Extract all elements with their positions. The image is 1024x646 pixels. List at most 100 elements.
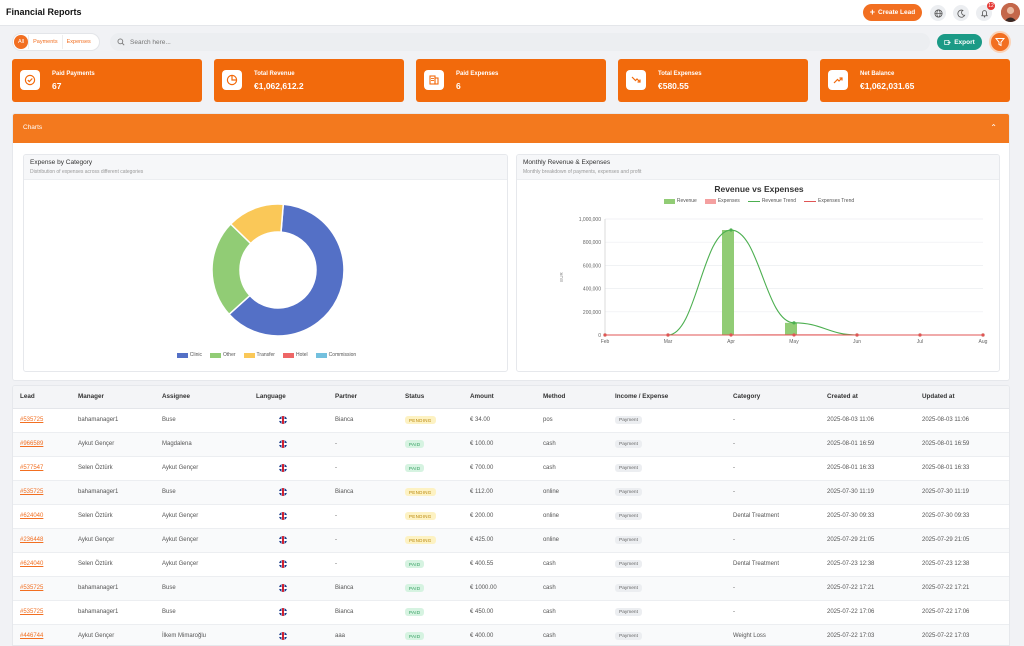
method-cell: pos — [536, 408, 608, 433]
y-tick-label: 0 — [598, 333, 601, 339]
created-at-cell: 2025-07-22 17:21 — [820, 576, 915, 601]
line-point-revenue-trend-may[interactable] — [792, 321, 796, 325]
lead-link[interactable]: #535725 — [20, 585, 44, 591]
lead-link[interactable]: #446744 — [20, 633, 44, 639]
column-header[interactable]: Method — [536, 386, 608, 409]
line-point-expenses-trend-apr[interactable] — [729, 333, 733, 337]
notification-count-badge: 12 — [987, 2, 995, 10]
lead-link[interactable]: #577547 — [20, 465, 44, 471]
category-cell: Weight Loss — [726, 624, 820, 645]
y-tick-label: 1,000,000 — [579, 217, 601, 223]
column-header[interactable]: Created at — [820, 386, 915, 409]
bar-revenue-apr[interactable] — [722, 230, 734, 335]
tab-expenses[interactable]: Expenses — [66, 39, 91, 45]
search-input[interactable] — [130, 38, 830, 46]
line-point-expenses-trend-may[interactable] — [792, 333, 796, 337]
lead-link[interactable]: #535725 — [20, 609, 44, 615]
income-expense-chip: Payment — [615, 440, 642, 448]
lead-link[interactable]: #966589 — [20, 441, 44, 447]
manager-cell: Aykut Gençer — [71, 528, 155, 553]
table-row[interactable]: #535725 bahamanager1 Buse Bianca PAID € 1000.… — [13, 576, 1009, 601]
line-point-revenue-trend-apr[interactable] — [729, 228, 733, 232]
legend-item-other[interactable]: Other — [210, 352, 236, 358]
tab-payments[interactable]: Payments — [28, 35, 63, 49]
export-button[interactable]: Export — [937, 34, 982, 50]
lead-link[interactable]: #624040 — [20, 513, 44, 519]
income-expense-chip: Payment — [615, 488, 642, 496]
legend-item-hotel[interactable]: Hotel — [282, 352, 308, 358]
legend-label: Clinic — [189, 352, 203, 358]
chevron-up-icon[interactable]: ⌃ — [990, 123, 997, 132]
amount-cell: € 700.00 — [463, 456, 536, 481]
column-header[interactable]: Status — [398, 386, 463, 409]
line-point-expenses-trend-feb[interactable] — [603, 333, 607, 337]
card-total-revenue: Total Revenue €1,062,612.2 — [214, 59, 404, 102]
legend-item-revenue-trend[interactable]: Revenue Trend — [747, 198, 796, 204]
column-header[interactable]: Amount — [463, 386, 536, 409]
legend-item-expenses-trend[interactable]: Expenses Trend — [804, 198, 854, 204]
table-row[interactable]: #624040 Selen Öztürk Aykut Gençer - PENDING €… — [13, 504, 1009, 529]
legend-item-transfer[interactable]: Transfer — [243, 352, 275, 358]
method-cell: cash — [536, 552, 608, 577]
table-row[interactable]: #624040 Selen Öztürk Aykut Gençer - PAID € 40… — [13, 552, 1009, 577]
charts-panel-header[interactable]: Charts ⌃ — [13, 114, 1009, 143]
table-row[interactable]: #446744 Aykut Gençer İlkem Mimaroğlu aaa PAI… — [13, 624, 1009, 645]
donut-slice-clinic[interactable] — [228, 203, 345, 337]
column-header[interactable]: Updated at — [915, 386, 1009, 409]
column-header[interactable]: Manager — [71, 386, 155, 409]
card-label: Paid Expenses — [456, 71, 499, 77]
language-cell — [249, 456, 328, 481]
column-header[interactable]: Category — [726, 386, 820, 409]
language-cell — [249, 528, 328, 553]
column-header[interactable]: Lead — [13, 386, 71, 409]
column-header[interactable]: Partner — [328, 386, 398, 409]
check-circle-icon — [20, 70, 40, 90]
table-row[interactable]: #236448 Aykut Gençer Aykut Gençer - PENDING €… — [13, 528, 1009, 553]
table-row[interactable]: #535725 bahamanager1 Buse Bianca PAID € 450.0… — [13, 600, 1009, 625]
partner-cell: aaa — [328, 624, 398, 645]
advanced-filter-button[interactable] — [989, 31, 1011, 53]
legend-item-revenue[interactable]: Revenue — [663, 198, 697, 204]
method-cell: online — [536, 528, 608, 553]
lead-link[interactable]: #624040 — [20, 561, 44, 567]
legend-item-clinic[interactable]: Clinic — [176, 352, 203, 358]
table-row[interactable]: #535725 bahamanager1 Buse Bianca PENDING € 34… — [13, 408, 1009, 433]
theme-toggle-button[interactable] — [953, 5, 969, 21]
tab-all[interactable]: All — [14, 35, 29, 49]
line-point-expenses-trend-mar[interactable] — [666, 333, 670, 337]
column-header[interactable]: Language — [249, 386, 328, 409]
pie-chart-icon — [222, 70, 242, 90]
bar-revenue-may[interactable] — [785, 322, 797, 335]
lead-link[interactable]: #535725 — [20, 417, 44, 423]
card-value: 6 — [456, 81, 461, 91]
legend-item-expenses[interactable]: Expenses — [704, 198, 740, 204]
language-button[interactable] — [930, 5, 946, 21]
lead-link[interactable]: #236448 — [20, 537, 44, 543]
line-point-expenses-trend-jun[interactable] — [855, 333, 859, 337]
avatar[interactable] — [1001, 3, 1020, 22]
create-lead-button[interactable]: + Create Lead — [863, 4, 922, 21]
status-cell: PENDING — [398, 480, 463, 505]
lead-link[interactable]: #535725 — [20, 489, 44, 495]
line-point-expenses-trend-aug[interactable] — [981, 333, 985, 337]
assignee-cell: İlkem Mimaroğlu — [155, 624, 249, 645]
legend-label: Other — [223, 352, 236, 358]
donut-slice-transfer[interactable] — [229, 203, 285, 245]
income-expense-chip: Payment — [615, 560, 642, 568]
column-header[interactable]: Income / Expense — [608, 386, 726, 409]
manager-cell: Aykut Gençer — [71, 432, 155, 457]
table-row[interactable]: #577547 Selen Öztürk Aykut Gençer - PAID € 70… — [13, 456, 1009, 481]
card-label: Total Expenses — [658, 71, 702, 77]
table-row[interactable]: #535725 bahamanager1 Buse Bianca PENDING € 11… — [13, 480, 1009, 505]
manager-cell: bahamanager1 — [71, 576, 155, 601]
line-point-expenses-trend-jul[interactable] — [918, 333, 922, 337]
y-axis-label: EUR — [559, 272, 564, 282]
legend-item-commission[interactable]: Commission — [315, 352, 356, 358]
legend-swatch — [210, 352, 222, 358]
table-row[interactable]: #966589 Aykut Gençer Magdalena - PAID € 100.0… — [13, 432, 1009, 457]
notifications-button[interactable]: 12 — [976, 2, 995, 21]
language-cell — [249, 552, 328, 577]
card-total-expenses: Total Expenses €580.55 — [618, 59, 808, 102]
legend-swatch — [315, 352, 327, 358]
column-header[interactable]: Assignee — [155, 386, 249, 409]
